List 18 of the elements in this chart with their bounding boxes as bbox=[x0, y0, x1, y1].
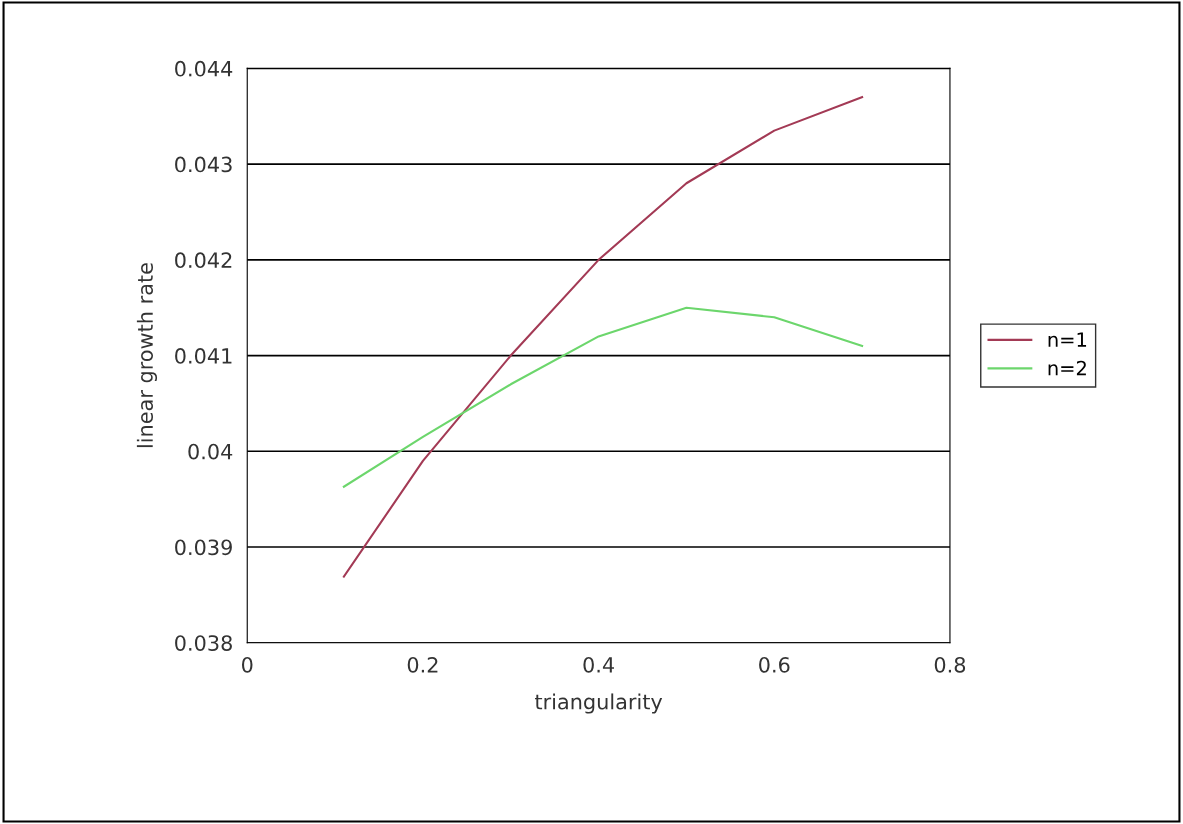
legend-label: n=2 bbox=[1048, 360, 1086, 376]
line-series bbox=[342, 96, 864, 578]
y-tick-label: 0.04 bbox=[188, 443, 233, 460]
x-tick-label: 0.8 bbox=[934, 656, 966, 673]
x-tick-label: 0.4 bbox=[583, 656, 614, 673]
y-tick-label: 0.038 bbox=[175, 635, 232, 651]
x-axis-title: triangularity bbox=[535, 693, 663, 714]
y-tick-label: 0.041 bbox=[175, 348, 232, 364]
line-series bbox=[342, 306, 864, 488]
y-tick-label: 0.044 bbox=[175, 60, 233, 77]
y-tick-label: 0.042 bbox=[175, 252, 232, 269]
legend-label: n=1 bbox=[1048, 332, 1087, 347]
y-tick-label: 0.043 bbox=[175, 156, 232, 173]
x-tick-label: 0 bbox=[241, 656, 253, 673]
x-tick-label: 0.6 bbox=[759, 656, 790, 673]
x-tick-label: 0.2 bbox=[407, 656, 438, 673]
y-axis-title: linear growth rate bbox=[136, 263, 158, 448]
y-tick-label: 0.039 bbox=[175, 539, 232, 556]
